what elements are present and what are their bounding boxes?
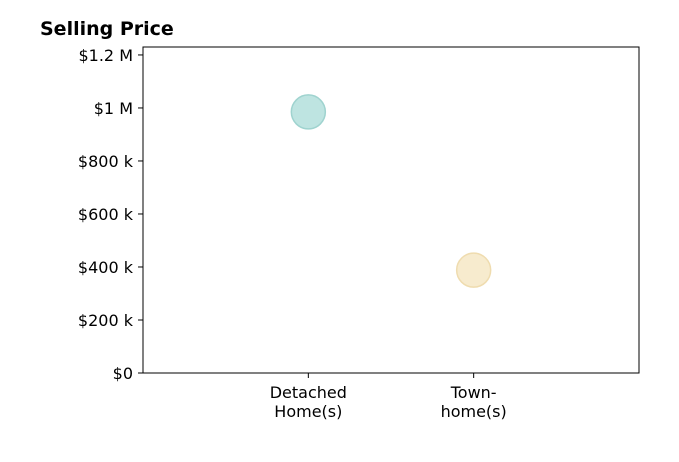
y-tick-label: $200 k (78, 311, 134, 330)
y-tick-label: $1.2 M (78, 46, 133, 65)
x-tick-label: Town- (450, 383, 497, 402)
x-tick-label: Home(s) (274, 402, 342, 421)
plot-frame (142, 46, 640, 374)
y-tick-label: $1 M (94, 99, 133, 118)
chart-title: Selling Price (40, 18, 174, 40)
y-tick-label: $0 (113, 364, 133, 383)
y-tick-label: $600 k (78, 205, 134, 224)
y-tick-label: $800 k (78, 152, 134, 171)
data-point (290, 94, 327, 130)
data-point (455, 252, 492, 288)
x-tick-label: home(s) (441, 402, 507, 421)
x-tick-label: Detached (270, 383, 347, 402)
plot-area: $0 $200 k $400 k $600 k $800 k $1 M $1.2 M Deta… (78, 46, 640, 421)
y-tick-label: $400 k (78, 258, 134, 277)
